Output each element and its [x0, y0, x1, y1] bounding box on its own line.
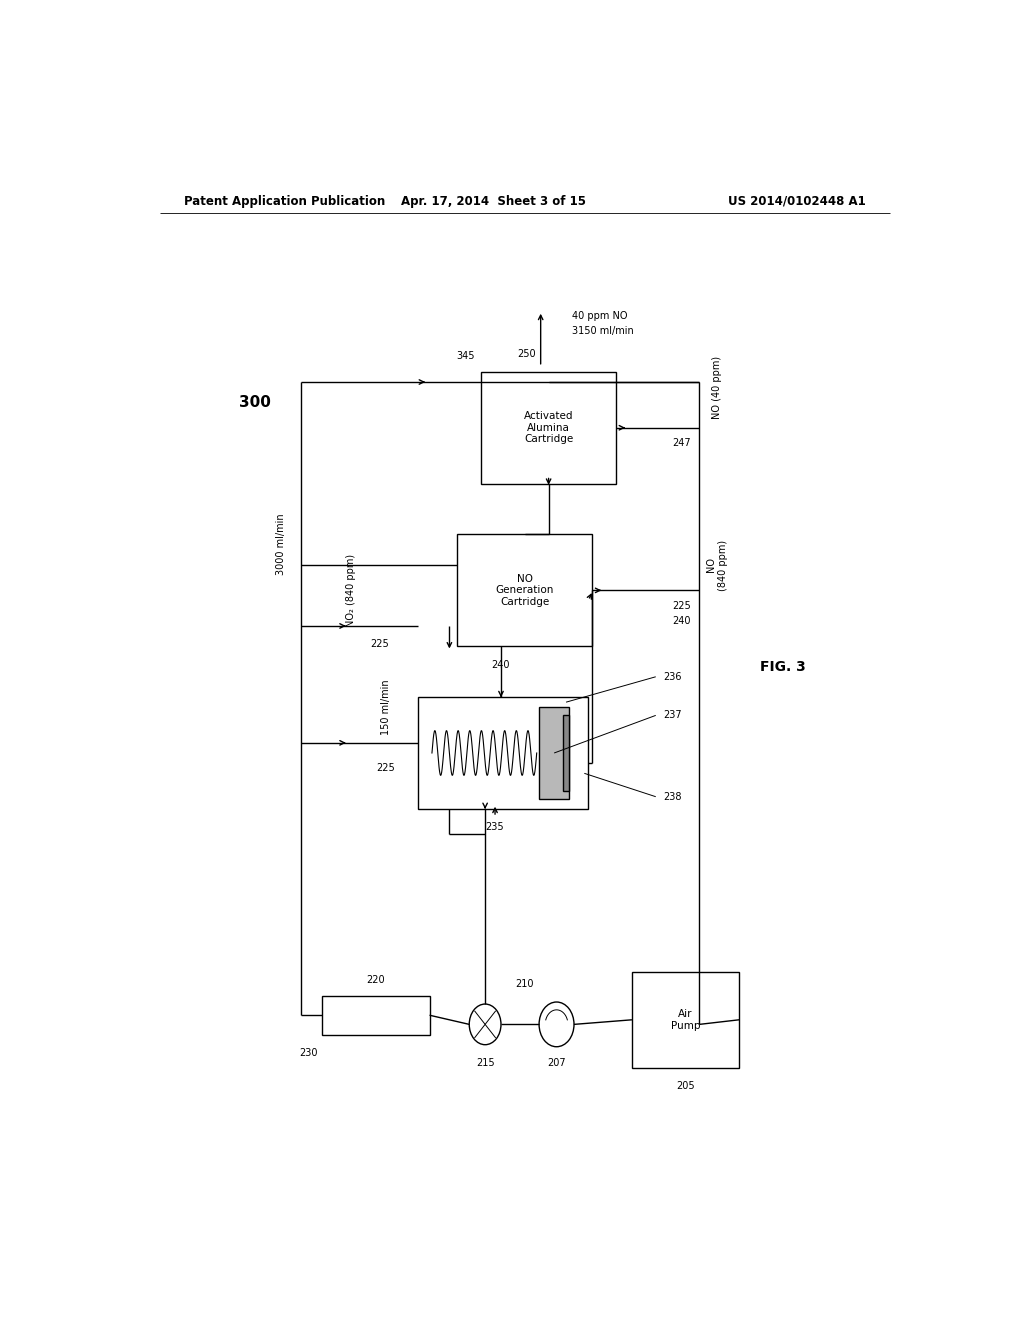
Text: NO
(840 ppm): NO (840 ppm) [707, 540, 728, 590]
Text: 210: 210 [515, 978, 535, 989]
Text: 230: 230 [299, 1048, 317, 1057]
Text: 250: 250 [517, 348, 536, 359]
Text: 225: 225 [673, 601, 691, 611]
Bar [481, 372, 616, 483]
Text: 238: 238 [664, 792, 682, 801]
Text: 220: 220 [367, 974, 385, 985]
Bar [458, 535, 592, 647]
Text: Patent Application Publication: Patent Application Publication [183, 194, 385, 207]
Text: 3000 ml/min: 3000 ml/min [276, 513, 286, 576]
Text: 215: 215 [476, 1059, 495, 1068]
Text: 150 ml/min: 150 ml/min [381, 680, 391, 735]
Text: 240: 240 [673, 616, 691, 626]
Text: 225: 225 [377, 763, 395, 774]
Text: 207: 207 [547, 1059, 566, 1068]
Bar [632, 972, 739, 1068]
Text: 40 ppm NO: 40 ppm NO [572, 312, 628, 321]
Text: FIG. 3: FIG. 3 [760, 660, 806, 673]
Text: 300: 300 [239, 395, 271, 409]
Text: 205: 205 [676, 1081, 695, 1092]
Text: 3150 ml/min: 3150 ml/min [572, 326, 634, 337]
Bar [323, 995, 430, 1035]
Text: NO₂ (840 ppm): NO₂ (840 ppm) [346, 554, 356, 627]
Text: US 2014/0102448 A1: US 2014/0102448 A1 [728, 194, 866, 207]
Text: 225: 225 [370, 639, 388, 649]
Text: 235: 235 [485, 822, 505, 832]
Text: 237: 237 [664, 710, 682, 721]
Bar [418, 697, 588, 809]
Text: Apr. 17, 2014  Sheet 3 of 15: Apr. 17, 2014 Sheet 3 of 15 [400, 194, 586, 207]
Text: Activated
Alumina
Cartridge: Activated Alumina Cartridge [524, 411, 573, 445]
Text: 240: 240 [492, 660, 510, 669]
Text: Air
Pump: Air Pump [671, 1008, 700, 1031]
Bar [563, 715, 569, 791]
Text: 236: 236 [664, 672, 682, 681]
Text: 345: 345 [456, 351, 474, 360]
Text: 247: 247 [673, 438, 691, 447]
Text: NO (40 ppm): NO (40 ppm) [712, 355, 722, 418]
Text: NO
Generation
Cartridge: NO Generation Cartridge [496, 574, 554, 607]
Bar [539, 708, 569, 799]
